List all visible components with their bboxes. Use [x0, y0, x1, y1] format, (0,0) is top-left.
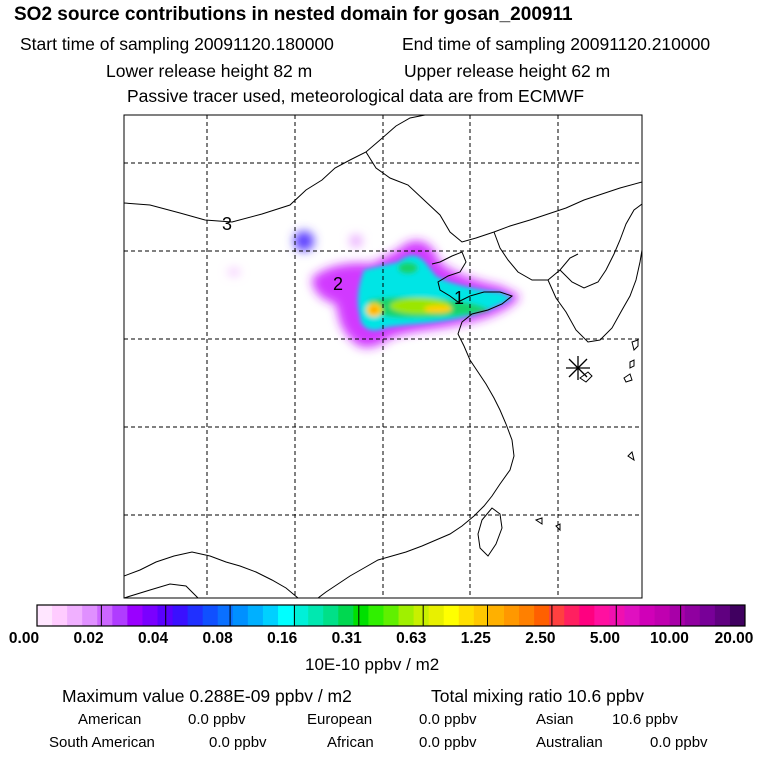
plume-north-patch: [398, 262, 418, 274]
south-american-value: 0.0 ppbv: [209, 734, 267, 751]
plume-blob-small: [350, 235, 362, 247]
map-panel: 3 2 1: [123, 114, 643, 599]
legend-tick-label: 20.00: [714, 630, 754, 647]
legend-tick-label: 0.31: [331, 630, 362, 647]
legend-swatch: [368, 605, 384, 626]
lat-lon-grid: [124, 115, 642, 598]
legend-swatch: [534, 605, 550, 626]
legend-tick-label: 0.16: [267, 630, 298, 647]
asterisk-icon: [566, 356, 590, 380]
legend-swatch: [413, 605, 430, 626]
legend-tick-label: 0.63: [396, 630, 427, 647]
tracer-note: Passive tracer used, meteorological data…: [127, 86, 585, 106]
legend-swatch: [142, 605, 159, 626]
legend-swatch: [262, 605, 279, 626]
legend-swatch: [519, 605, 535, 626]
legend-swatch: [624, 605, 641, 626]
max-value: Maximum value 0.288E-09 ppbv / m2: [62, 686, 352, 706]
legend-swatch: [308, 605, 324, 626]
legend-swatch: [353, 605, 369, 626]
legend-frame: [36, 604, 746, 627]
australian-value: 0.0 ppbv: [650, 734, 708, 751]
legend-tick-label: 0.04: [137, 630, 169, 647]
asian-value: 10.6 ppbv: [612, 711, 678, 728]
legend-tick-label: 0.08: [202, 630, 233, 647]
legend-swatch: [473, 605, 490, 626]
legend-swatch: [654, 605, 671, 626]
legend-swatch: [187, 605, 204, 626]
legend-swatch: [37, 605, 53, 626]
legend-swatch: [338, 605, 354, 626]
legend-swatch: [172, 605, 189, 626]
legend-swatch: [67, 605, 83, 626]
legend-units: 10E-10 ppbv / m2: [305, 655, 440, 674]
legend-swatch: [383, 605, 400, 626]
legend-swatch: [278, 605, 294, 626]
legend-swatch: [564, 605, 580, 626]
legend-swatch: [217, 605, 234, 626]
legend-swatch: [127, 605, 143, 626]
legend-swatch: [443, 605, 460, 626]
legend-swatch: [112, 605, 128, 626]
region-label-1: 1: [454, 288, 464, 308]
american-label: American: [78, 711, 142, 728]
south-american-label: South American: [49, 734, 155, 751]
legend-swatch: [684, 605, 701, 626]
plume-peak-east: [424, 305, 452, 313]
plume-max: [371, 307, 377, 313]
region-label-2: 2: [333, 274, 343, 294]
european-label: European: [307, 711, 373, 728]
upper-release-height: Upper release height 62 m: [404, 61, 611, 81]
region-label-3: 3: [222, 214, 232, 234]
legend-swatch: [699, 605, 716, 626]
end-time: End time of sampling 20091120.210000: [402, 34, 711, 54]
asian-label: Asian: [536, 711, 574, 728]
legend-swatch: [82, 605, 98, 626]
legend-swatch: [714, 605, 731, 626]
legend-tick-label: 10.00: [650, 630, 689, 647]
legend-swatch: [549, 605, 565, 626]
legend-swatch: [609, 605, 625, 626]
legend-swatch: [323, 605, 339, 626]
legend-swatch: [729, 605, 746, 626]
legend-swatch: [293, 605, 309, 626]
australian-label: Australian: [536, 734, 603, 751]
legend-swatch: [428, 605, 445, 626]
european-value: 0.0 ppbv: [419, 711, 477, 728]
legend-swatch: [247, 605, 264, 626]
legend-tick-label: 0.02: [73, 630, 104, 647]
legend-swatch: [52, 605, 68, 626]
legend-tick-label: 0.00: [8, 630, 40, 647]
legend-swatch: [97, 605, 113, 626]
legend-swatch: [639, 605, 656, 626]
legend-swatch: [594, 605, 610, 626]
start-time: Start time of sampling 20091120.180000: [20, 34, 334, 54]
page-title: SO2 source contributions in nested domai…: [14, 4, 573, 25]
legend-tick-label: 1.25: [460, 630, 491, 647]
legend-tick-label: 5.00: [589, 630, 620, 647]
plume-blob-west: [228, 269, 240, 275]
map-frame: [123, 114, 643, 599]
legend-swatch: [579, 605, 595, 626]
map-boundaries: [124, 115, 642, 598]
plume-blob-north: [294, 231, 314, 251]
legend-swatch: [669, 605, 686, 626]
color-legend: [36, 604, 746, 627]
african-value: 0.0 ppbv: [419, 734, 477, 751]
lower-release-height: Lower release height 82 m: [106, 61, 313, 81]
legend-swatch: [232, 605, 249, 626]
legend-swatch: [398, 605, 415, 626]
american-value: 0.0 ppbv: [188, 711, 246, 728]
so2-plume: [228, 231, 520, 348]
legend-swatch: [458, 605, 475, 626]
legend-swatch: [503, 605, 520, 626]
legend-swatch: [488, 605, 505, 626]
african-label: African: [327, 734, 374, 751]
legend-swatch: [202, 605, 219, 626]
legend-tick-label: 2.50: [525, 630, 556, 647]
total-mixing-ratio: Total mixing ratio 10.6 ppbv: [431, 686, 645, 706]
